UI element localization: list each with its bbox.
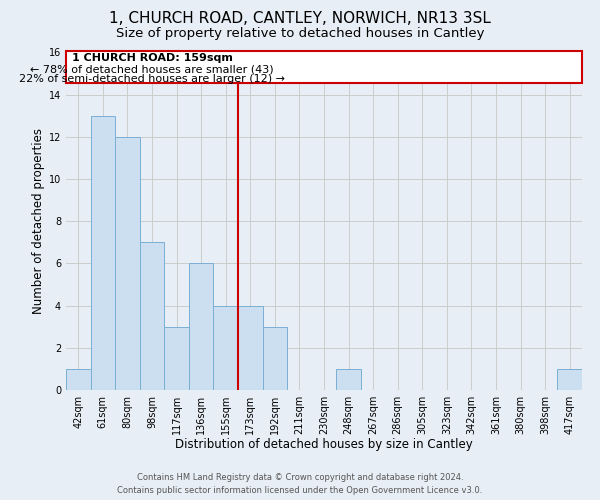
Bar <box>115 137 140 390</box>
Bar <box>189 264 214 390</box>
FancyBboxPatch shape <box>66 52 582 83</box>
Bar <box>140 242 164 390</box>
Bar <box>336 369 361 390</box>
X-axis label: Distribution of detached houses by size in Cantley: Distribution of detached houses by size … <box>175 438 473 452</box>
Y-axis label: Number of detached properties: Number of detached properties <box>32 128 44 314</box>
Text: 1 CHURCH ROAD: 159sqm: 1 CHURCH ROAD: 159sqm <box>71 53 232 63</box>
Bar <box>557 369 582 390</box>
Text: 1, CHURCH ROAD, CANTLEY, NORWICH, NR13 3SL: 1, CHURCH ROAD, CANTLEY, NORWICH, NR13 3… <box>109 11 491 26</box>
Text: ← 78% of detached houses are smaller (43): ← 78% of detached houses are smaller (43… <box>30 64 274 74</box>
Bar <box>238 306 263 390</box>
Bar <box>263 326 287 390</box>
Text: Size of property relative to detached houses in Cantley: Size of property relative to detached ho… <box>116 28 484 40</box>
Bar <box>66 369 91 390</box>
Bar <box>214 306 238 390</box>
Bar <box>164 326 189 390</box>
Text: 22% of semi-detached houses are larger (12) →: 22% of semi-detached houses are larger (… <box>19 74 285 84</box>
Text: Contains HM Land Registry data © Crown copyright and database right 2024.
Contai: Contains HM Land Registry data © Crown c… <box>118 473 482 495</box>
Bar <box>91 116 115 390</box>
